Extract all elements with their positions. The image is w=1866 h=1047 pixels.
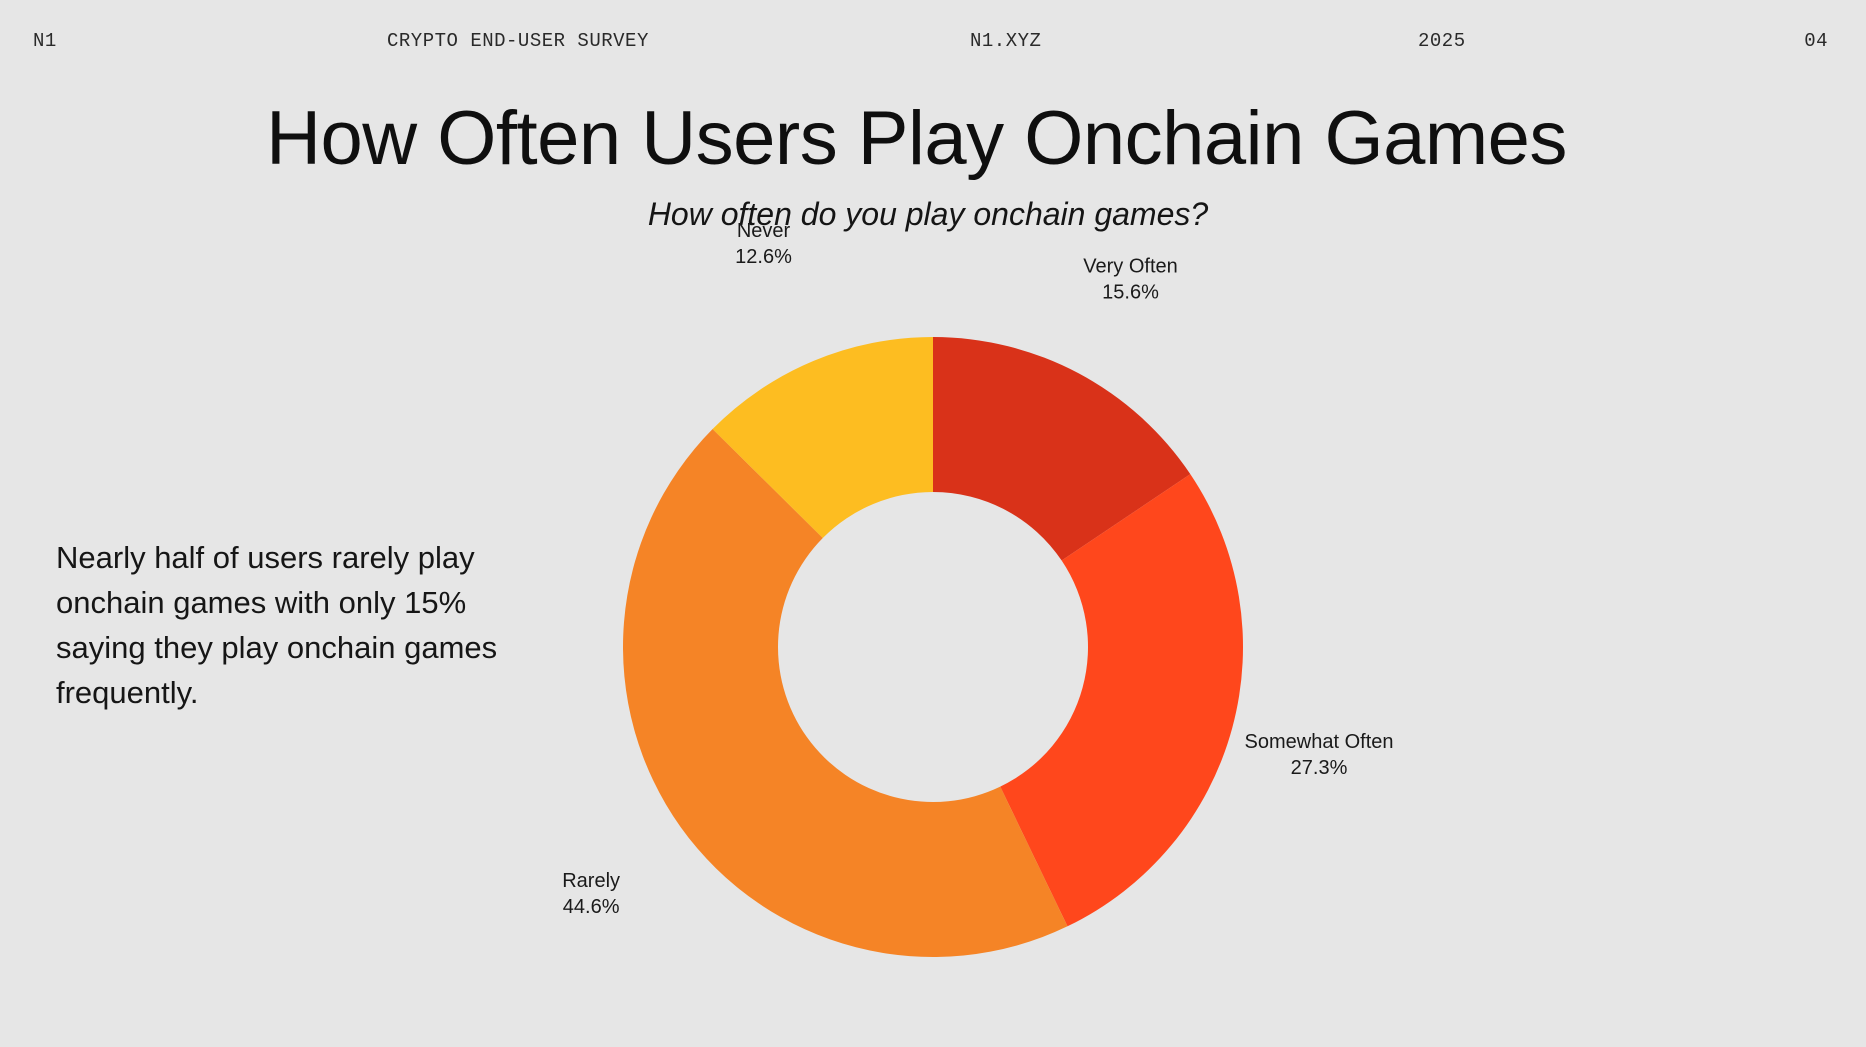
slice-label-value: 27.3% <box>1291 757 1348 779</box>
slice-rarely <box>623 429 1068 957</box>
page-subtitle: How often do you play onchain games? <box>647 196 1209 232</box>
slice-never <box>712 337 933 538</box>
slice-very-often <box>933 337 1191 561</box>
slice-label-group: Very Often 15.6% <box>1083 255 1178 303</box>
slice-label-name: Never <box>737 220 791 242</box>
slice-label-name: Very Often <box>1083 255 1178 277</box>
slice-somewhat-often <box>1000 474 1244 927</box>
slice-label-group: Somewhat Often 27.3% <box>1245 731 1394 779</box>
slice-label-name: Rarely <box>562 870 620 892</box>
slice-label-value: 15.6% <box>1102 281 1159 303</box>
slice-label-name: Somewhat Often <box>1245 731 1394 753</box>
slice-label-group: Rarely 44.6% <box>562 870 620 918</box>
header-year: 2025 <box>1418 30 1466 52</box>
header-survey-name: CRYPTO END-USER SURVEY <box>387 30 649 52</box>
slice-label-group: Never 12.6% <box>735 220 792 268</box>
header-page-number: 04 <box>1804 30 1828 52</box>
header-site: N1.XYZ <box>970 30 1042 52</box>
slice-label-value: 44.6% <box>563 896 620 918</box>
slice-label-value: 12.6% <box>735 246 792 268</box>
header-brand: N1 <box>33 30 57 52</box>
page-title: How Often Users Play Onchain Games <box>266 96 1567 181</box>
chart-commentary: Nearly half of users rarely play onchain… <box>56 540 498 710</box>
